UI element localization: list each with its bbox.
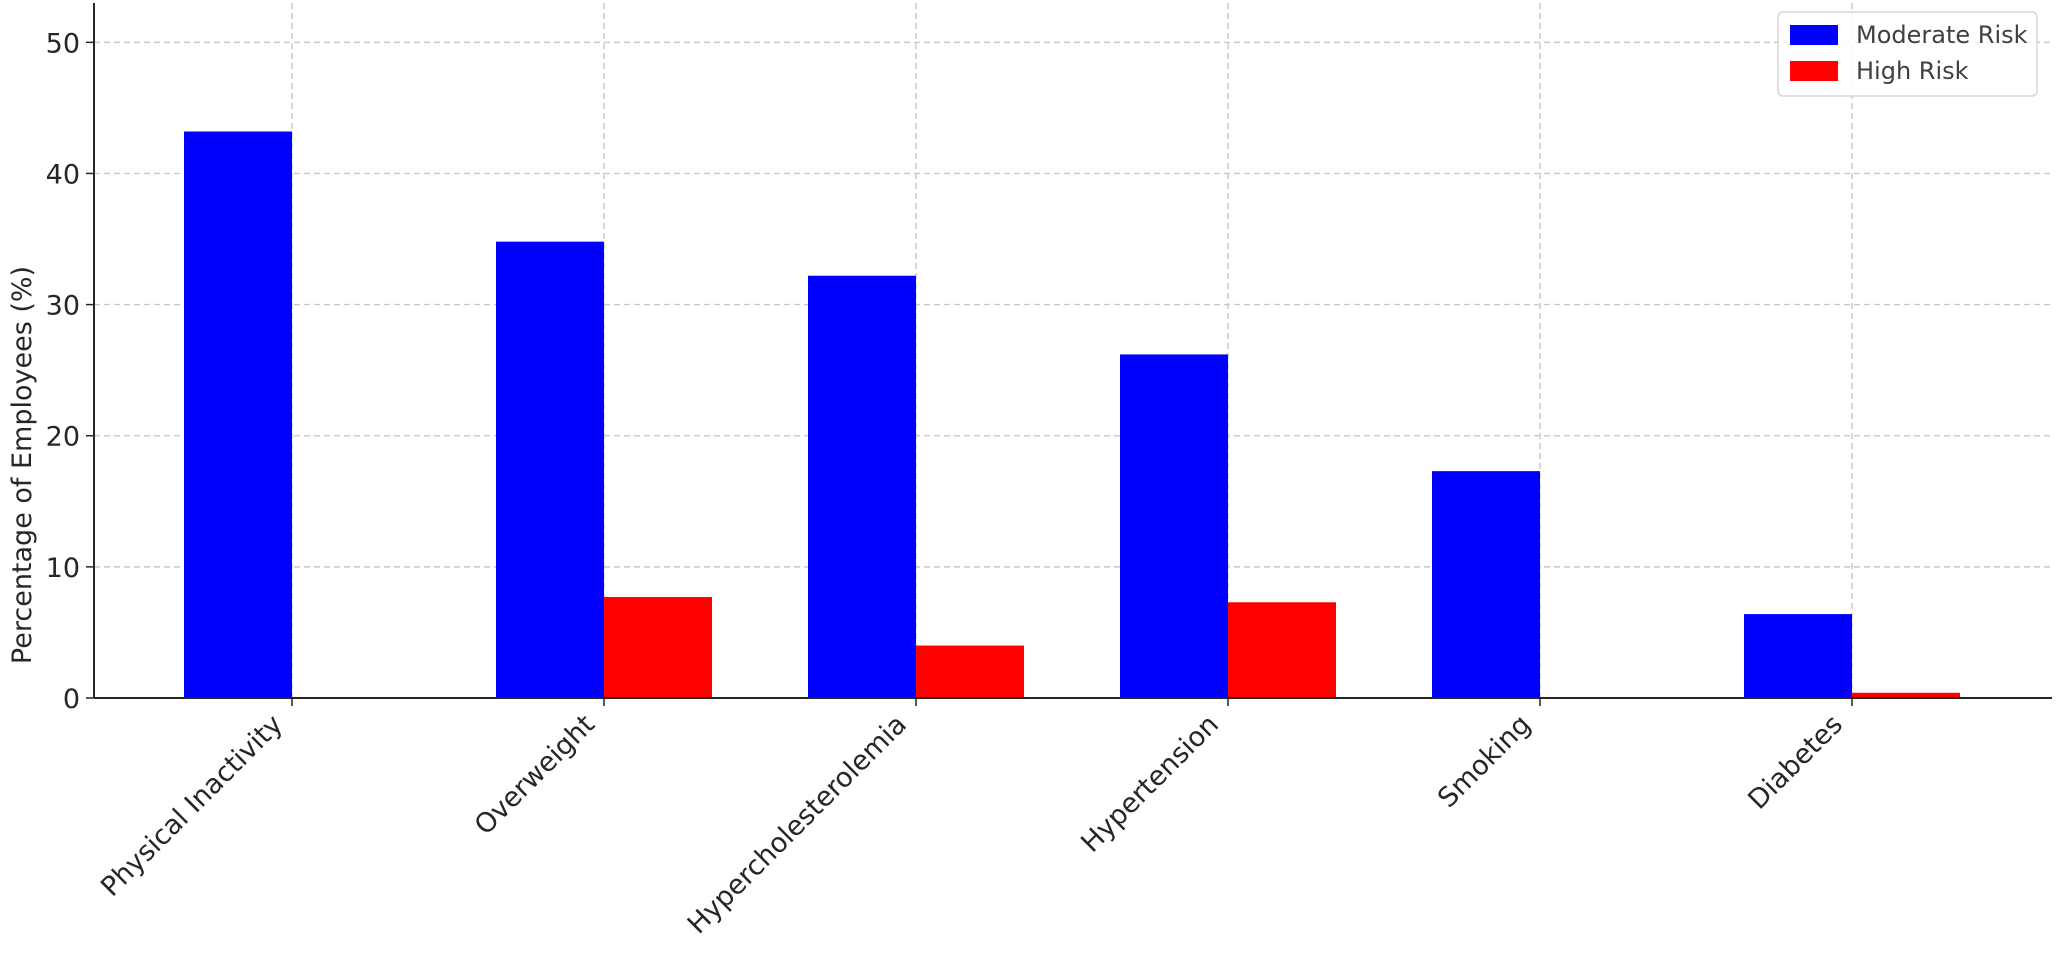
x-tick-labels: Physical Inactivity Overweight Hypercholes…: [95, 709, 1849, 940]
legend-frame: [1777, 11, 2038, 97]
legend: Moderate Risk High Risk: [1777, 11, 2038, 97]
y-tick-label: 0: [63, 684, 80, 715]
x-tick-label: Smoking: [1432, 709, 1537, 814]
y-tick-labels: 0 10 20 30 40 50: [46, 28, 80, 715]
legend-swatch-moderate-risk: [1790, 25, 1838, 45]
y-tick-label: 40: [46, 159, 80, 190]
bar-moderate-risk-physical-inactivity: [184, 131, 292, 699]
x-tick-label: Physical Inactivity: [95, 709, 289, 903]
x-tick-label: Diabetes: [1742, 709, 1849, 816]
x-tick-label: Hypertension: [1075, 709, 1225, 859]
y-tick-label: 10: [46, 553, 80, 584]
x-tick-label: Hypercholesterolemia: [682, 709, 913, 940]
legend-label-high-risk: High Risk: [1856, 57, 1969, 85]
bar-moderate-risk-diabetes: [1744, 614, 1852, 698]
y-tick-label: 20: [46, 422, 80, 453]
bars: [184, 131, 1960, 699]
bar-moderate-risk-hypercholesterolemia: [808, 275, 916, 698]
x-tick-label: Overweight: [469, 709, 601, 841]
legend-label-moderate-risk: Moderate Risk: [1856, 21, 2028, 49]
bar-moderate-risk-hypertension: [1120, 354, 1228, 698]
legend-swatch-high-risk: [1790, 61, 1838, 81]
bar-high-risk-hypercholesterolemia: [916, 645, 1024, 698]
bar-moderate-risk-smoking: [1432, 471, 1540, 698]
bar-high-risk-hypertension: [1228, 602, 1336, 698]
grid: [94, 3, 2052, 699]
bar-high-risk-diabetes: [1852, 692, 1960, 698]
bar-high-risk-overweight: [604, 597, 712, 698]
y-tick-label: 50: [46, 28, 80, 59]
y-tick-label: 30: [46, 291, 80, 322]
axes: [86, 3, 2052, 706]
bar-moderate-risk-overweight: [496, 241, 604, 698]
y-axis-label: Percentage of Employees (%): [7, 266, 38, 664]
